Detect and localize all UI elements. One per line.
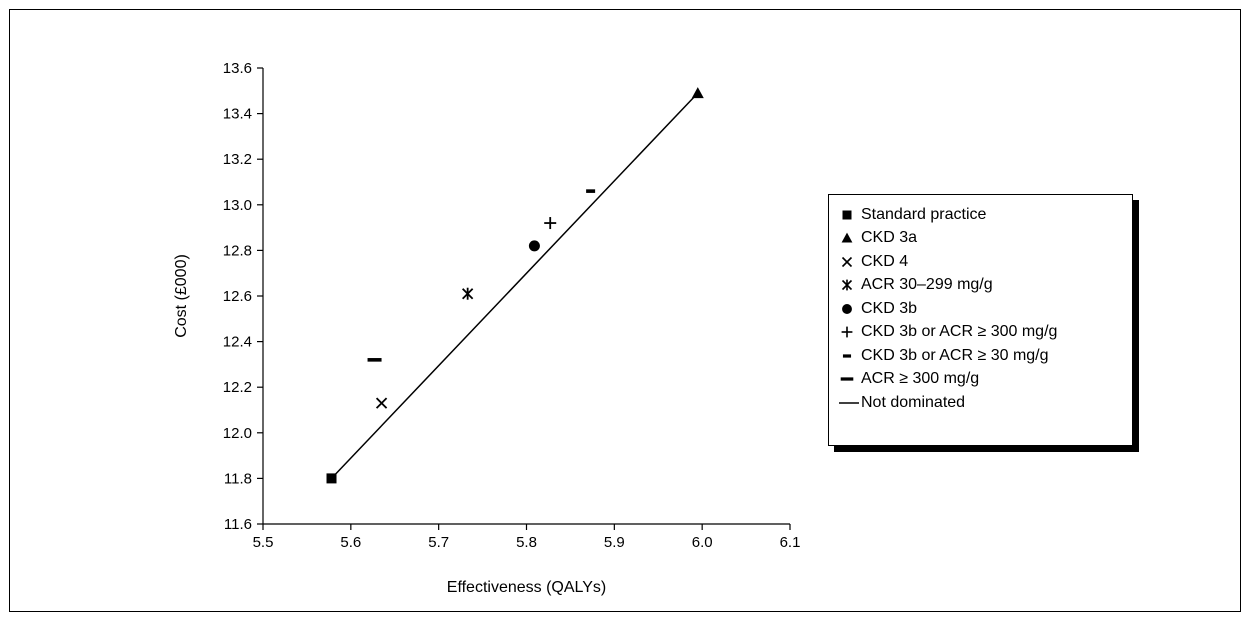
legend-symbol xyxy=(839,371,859,387)
y-axis-title: Cost (£000) xyxy=(173,254,190,338)
legend-label: Standard practice xyxy=(861,205,987,223)
legend-marker-icon xyxy=(842,210,852,220)
point-ckd-3b-or-acr-30-mg-g xyxy=(586,189,596,193)
legend-item: CKD 4 xyxy=(839,250,1132,274)
legend-marker-icon xyxy=(840,377,854,381)
figure-frame: 11.6 11.8 12.0 12.2 12.4 12.6 12.8 13.0 13.2 13.4… xyxy=(9,9,1241,612)
x-tick-label: 5.7 xyxy=(428,534,449,551)
y-tick-label: 11.8 xyxy=(224,470,252,487)
legend-symbol xyxy=(839,348,859,364)
x-tick-label: 6.0 xyxy=(692,534,713,551)
point-ckd-4 xyxy=(375,397,388,409)
x-tick-label: 5.6 xyxy=(340,534,361,551)
y-tick-label: 13.2 xyxy=(223,151,252,168)
legend-marker-icon xyxy=(842,303,852,314)
point-ckd-3a xyxy=(691,87,704,99)
legend-symbol xyxy=(839,207,859,223)
y-tick-label: 12.4 xyxy=(223,334,252,351)
legend-item: CKD 3b or ACR ≥ 30 mg/g xyxy=(839,344,1132,368)
legend-item: CKD 3a xyxy=(839,227,1132,251)
legend-item: Standard practice xyxy=(839,203,1132,227)
y-tick-label: 12.2 xyxy=(223,379,252,396)
legend: Standard practice CKD 3a CKD 4 ACR 30–299 m… xyxy=(828,194,1133,446)
legend-symbol xyxy=(839,395,859,411)
legend-item: Not dominated xyxy=(839,391,1132,415)
legend-symbol xyxy=(839,324,859,340)
legend-symbol xyxy=(839,254,859,270)
x-axis-title: Effectiveness (QALYs) xyxy=(447,579,606,596)
legend-label: CKD 3b or ACR ≥ 30 mg/g xyxy=(861,346,1049,364)
legend-item: CKD 3b or ACR ≥ 300 mg/g xyxy=(839,321,1132,345)
legend-label: Not dominated xyxy=(861,393,966,411)
point-standard-practice xyxy=(326,473,337,484)
x-tick-label: 5.5 xyxy=(253,534,274,551)
y-tick-label: 13.6 xyxy=(223,60,252,77)
axes: 11.6 11.8 12.0 12.2 12.4 12.6 12.8 13.0 13.2 13.4… xyxy=(223,60,801,551)
chart-marks xyxy=(326,87,704,484)
x-tick-label: 5.9 xyxy=(604,534,625,551)
point-ckd-3b-or-acr-300-mg-g xyxy=(544,217,557,230)
y-tick-label: 12.6 xyxy=(223,288,252,305)
frontier-line xyxy=(330,92,699,479)
legend-item: ACR 30–299 mg/g xyxy=(839,274,1132,298)
y-tick-label: 12.8 xyxy=(223,242,252,259)
legend-symbol xyxy=(839,230,859,246)
legend-label: CKD 3b or ACR ≥ 300 mg/g xyxy=(861,323,1058,341)
legend-label: ACR 30–299 mg/g xyxy=(861,276,993,294)
legend-label: CKD 3a xyxy=(861,229,918,247)
y-tick-label: 13.4 xyxy=(223,106,252,123)
legend-label: ACR ≥ 300 mg/g xyxy=(861,370,980,388)
point-ckd-3b xyxy=(528,240,540,252)
legend-marker-icon xyxy=(841,256,853,267)
legend-symbol xyxy=(839,301,859,317)
legend-marker-icon xyxy=(842,354,852,358)
y-tick-label: 11.6 xyxy=(224,516,252,533)
y-tick-label: 13.0 xyxy=(223,197,252,214)
legend-marker-icon xyxy=(841,279,853,291)
legend-marker-icon xyxy=(841,232,853,243)
legend-marker-icon xyxy=(841,326,853,338)
scatter-chart: 11.6 11.8 12.0 12.2 12.4 12.6 12.8 13.0 13.2 13.4… xyxy=(173,60,801,596)
point-acr-30-299-mg-g xyxy=(462,287,474,300)
point-acr-300-mg-g xyxy=(367,358,382,362)
x-tick-label: 6.1 xyxy=(780,534,801,551)
legend-item: ACR ≥ 300 mg/g xyxy=(839,368,1132,392)
y-tick-label: 12.0 xyxy=(223,425,252,442)
legend-item: CKD 3b xyxy=(839,297,1132,321)
legend-symbol xyxy=(839,277,859,293)
legend-label: CKD 4 xyxy=(861,252,909,270)
legend-label: CKD 3b xyxy=(861,299,918,317)
x-tick-label: 5.8 xyxy=(516,534,537,551)
